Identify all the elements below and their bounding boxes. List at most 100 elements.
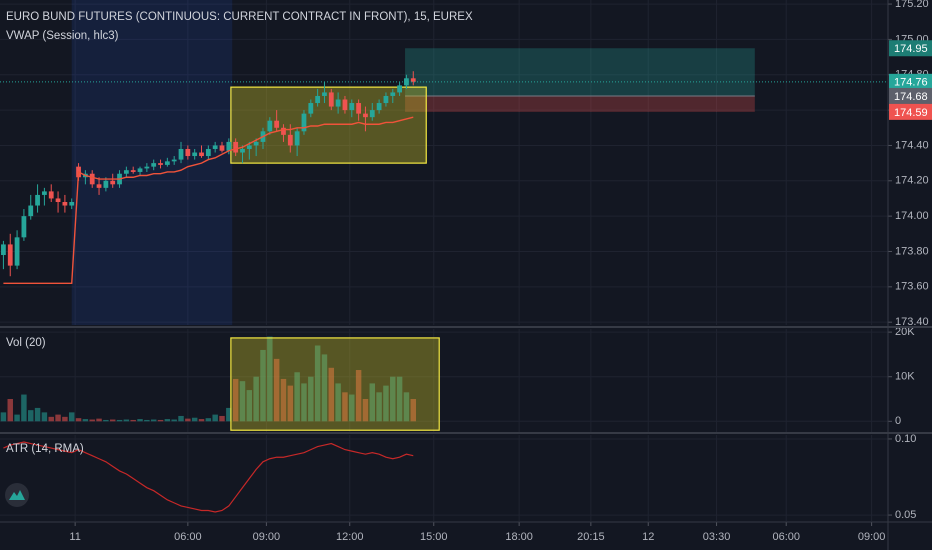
y-tick-label: 20K	[895, 326, 915, 338]
candle-body	[123, 170, 129, 174]
candle-body	[397, 85, 402, 93]
x-tick-label: 03:30	[703, 531, 731, 543]
volume-bar	[267, 336, 273, 422]
volume-label: Vol (20)	[6, 337, 46, 349]
candle-body	[171, 159, 177, 162]
volume-bar	[287, 385, 294, 422]
volume-bar	[253, 376, 259, 422]
volume-bar	[335, 383, 341, 422]
volume-bar	[321, 354, 328, 422]
candle-body	[69, 201, 75, 206]
x-tick-label: 06:00	[772, 531, 800, 543]
y-tick-label: 174.20	[895, 175, 929, 187]
candle-body	[185, 148, 191, 157]
volume-bar	[103, 419, 109, 422]
candle-body	[199, 152, 204, 157]
candle-body	[62, 201, 68, 206]
candle-body	[14, 237, 20, 266]
candle-body	[322, 92, 327, 96]
candle-body	[89, 173, 95, 185]
candle-body	[103, 180, 109, 188]
candle-body	[233, 141, 239, 153]
candle-body	[192, 152, 198, 157]
volume-bar	[21, 394, 27, 422]
candle-body	[356, 103, 362, 114]
candle-body	[212, 145, 218, 149]
y-tick-label: 174.00	[895, 210, 929, 222]
stop-price-tag	[889, 103, 932, 120]
volume-bar	[7, 399, 13, 422]
x-tick-label: 15:00	[420, 531, 448, 543]
candle-body	[404, 78, 409, 86]
last-price-tag	[889, 73, 932, 90]
candle-body	[144, 166, 150, 169]
x-tick-label: 20:15	[577, 531, 605, 543]
candle-body	[35, 194, 40, 206]
candle-body	[246, 145, 252, 149]
candle-body	[158, 163, 163, 165]
stop-price-tag-text: 174.59	[894, 107, 928, 119]
candle-body	[369, 110, 375, 118]
volume-bar	[232, 378, 239, 422]
candle-body	[130, 170, 136, 172]
candle-body	[226, 141, 232, 151]
volume-bar	[390, 376, 396, 422]
volume-bar	[301, 383, 307, 422]
volume-bar	[342, 392, 348, 422]
volume-bar	[219, 415, 225, 422]
candle-body	[294, 131, 300, 146]
candle-body	[383, 95, 389, 104]
candle-body	[28, 205, 34, 217]
volume-bar	[82, 419, 89, 422]
volume-bar	[396, 376, 403, 422]
candle-body	[267, 120, 273, 132]
candle-body	[48, 191, 54, 199]
volume-bar	[280, 378, 287, 422]
volume-bar	[191, 417, 198, 422]
candle-body	[342, 99, 348, 111]
y-tick-label: 0	[895, 415, 901, 427]
atr-label: ATR (14, RMA)	[6, 443, 84, 455]
volume-bar	[349, 394, 355, 422]
volume-bar	[205, 418, 212, 422]
candle-body	[301, 113, 307, 132]
y-tick-label: 174.40	[895, 139, 929, 151]
volume-bar	[157, 419, 164, 422]
volume-bar	[137, 419, 143, 422]
candle-body	[42, 191, 47, 195]
volume-bar	[171, 419, 177, 422]
volume-bar	[75, 418, 82, 422]
x-tick-label: 11	[69, 531, 80, 543]
candle-body	[410, 78, 416, 82]
candle-body	[308, 103, 314, 114]
volume-bar	[68, 412, 75, 422]
highlight-box	[230, 337, 440, 431]
candle-body	[390, 92, 396, 96]
volume-bar	[28, 410, 34, 422]
candle-body	[55, 198, 61, 202]
candle-body	[335, 99, 341, 107]
last-price-tag-text: 174.76	[894, 77, 928, 89]
volume-bar	[164, 419, 171, 422]
volume-bar	[89, 419, 95, 422]
volume-bar	[14, 414, 20, 422]
candle-body	[274, 120, 280, 128]
volume-bar	[260, 349, 266, 422]
logo[interactable]	[5, 483, 29, 507]
volume-bar	[355, 370, 362, 422]
vwap-line	[3, 116, 414, 284]
y-tick-label: 173.60	[895, 281, 929, 293]
volume-bar	[96, 418, 102, 422]
volume-bar	[362, 399, 369, 422]
candle-body	[363, 113, 368, 118]
candle-body	[349, 103, 355, 111]
candle-body	[287, 134, 293, 146]
candle-body	[315, 95, 321, 104]
volume-bar	[246, 390, 253, 422]
volume-bar	[369, 383, 376, 422]
volume-bar	[109, 419, 116, 422]
x-tick-label: 12	[642, 531, 654, 543]
volume-bar	[62, 416, 68, 422]
candle-body	[178, 148, 184, 160]
